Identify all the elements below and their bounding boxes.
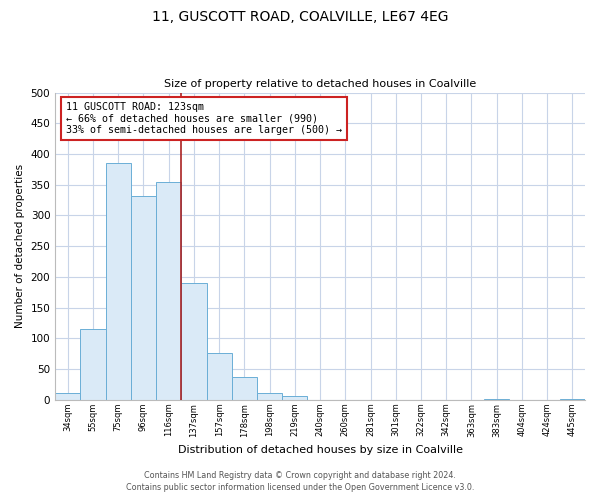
Title: Size of property relative to detached houses in Coalville: Size of property relative to detached ho… <box>164 79 476 89</box>
Y-axis label: Number of detached properties: Number of detached properties <box>15 164 25 328</box>
Text: Contains HM Land Registry data © Crown copyright and database right 2024.
Contai: Contains HM Land Registry data © Crown c… <box>126 471 474 492</box>
Bar <box>560 398 585 400</box>
X-axis label: Distribution of detached houses by size in Coalville: Distribution of detached houses by size … <box>178 445 463 455</box>
Bar <box>232 376 257 400</box>
Bar <box>206 352 232 400</box>
Bar <box>80 329 106 400</box>
Bar <box>181 283 206 400</box>
Bar <box>55 392 80 400</box>
Bar <box>257 392 282 400</box>
Bar <box>484 398 509 400</box>
Bar <box>156 182 181 400</box>
Bar <box>106 163 131 400</box>
Bar <box>131 196 156 400</box>
Bar <box>282 396 307 400</box>
Text: 11 GUSCOTT ROAD: 123sqm
← 66% of detached houses are smaller (990)
33% of semi-d: 11 GUSCOTT ROAD: 123sqm ← 66% of detache… <box>66 102 342 135</box>
Text: 11, GUSCOTT ROAD, COALVILLE, LE67 4EG: 11, GUSCOTT ROAD, COALVILLE, LE67 4EG <box>152 10 448 24</box>
